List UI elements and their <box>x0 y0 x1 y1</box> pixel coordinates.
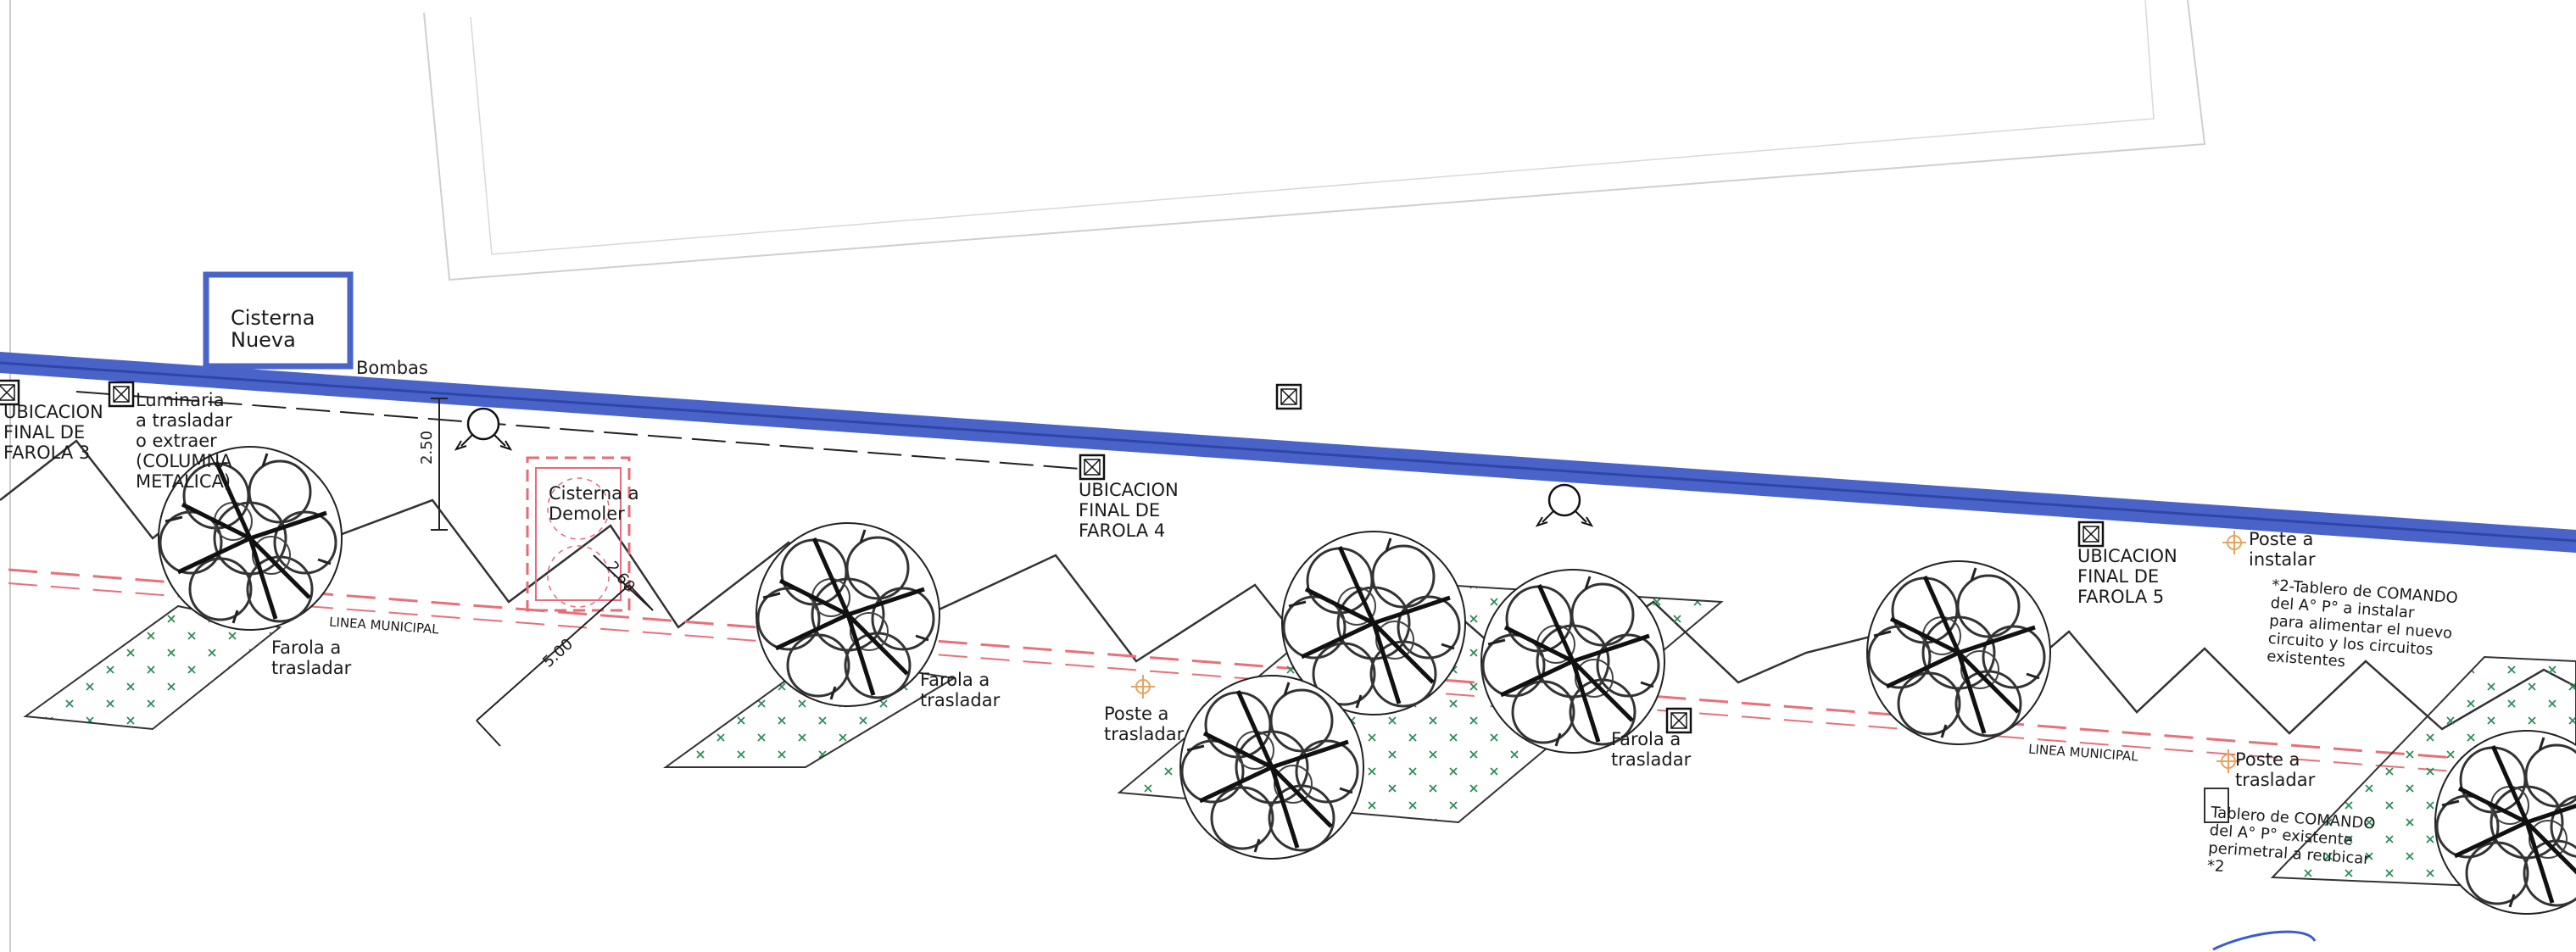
luminaire-label-line4: (COLUMNA <box>136 451 232 471</box>
pole-move-label-1-line1: Poste a <box>1104 704 1169 724</box>
farola4-label-line2: FINAL DE <box>1079 500 1161 521</box>
luminaire-label-line2: a trasladar <box>136 410 232 431</box>
farola4-label-line1: UBICACION <box>1079 480 1179 500</box>
farola-move-label-1: Farola a trasladar <box>271 637 351 678</box>
luminaire-label-line1: Luminaria <box>136 390 225 410</box>
new-tank-label-line2: Nueva <box>231 328 296 352</box>
luminaire-box-icon <box>2077 521 2105 548</box>
farola5-label: UBICACION FINAL DE FAROLA 5 <box>2077 546 2177 607</box>
pole-move-label-1-line2: trasladar <box>1104 724 1185 744</box>
luminaire-box-icon <box>1079 454 1106 481</box>
panel-new-note: *2-Tablero de COMANDO del A° P° a instal… <box>2267 576 2459 678</box>
farola-move-label-2-line2: trasladar <box>920 690 1001 710</box>
tree-icon <box>756 523 940 706</box>
luminaire-box-icon <box>0 379 20 406</box>
demolish-cistern-outline <box>526 456 631 612</box>
cistern-demolish-label-line1: Cisterna a <box>549 483 639 504</box>
pump-symbol-icon <box>1536 483 1593 527</box>
farola4-label-line3: FAROLA 4 <box>1079 521 1166 541</box>
farola3-label-line3: FAROLA 3 <box>3 443 91 463</box>
farola-move-label-1-line1: Farola a <box>271 637 342 658</box>
pole-install-label-line1: Poste a <box>2249 529 2314 549</box>
farola-move-label-2-line1: Farola a <box>920 670 990 690</box>
lamp-post-icon <box>1130 674 1156 699</box>
farola3-label-line2: FINAL DE <box>3 422 86 443</box>
new-tank-box <box>203 271 354 370</box>
new-tank-label: Cisterna Nueva <box>231 307 315 351</box>
pole-install-label: Poste a instalar <box>2249 529 2316 570</box>
luminaire-label: Luminaria a trasladar o extraer (COLUMNA… <box>136 390 232 492</box>
farola-move-label-1-line2: trasladar <box>271 658 352 678</box>
farola5-label-line1: UBICACION <box>2077 546 2177 566</box>
tree-icon <box>1481 570 1664 753</box>
pole-move-label-1: Poste a trasladar <box>1104 704 1184 744</box>
farola5-label-line3: FAROLA 5 <box>2077 587 2165 607</box>
lamp-post-icon <box>2222 530 2247 555</box>
farola5-label-line2: FINAL DE <box>2077 566 2160 587</box>
pole-install-label-line2: instalar <box>2249 549 2316 570</box>
pole-move-label-2: Poste a trasladar <box>2235 749 2315 790</box>
green-area-1 <box>23 604 282 731</box>
pumps-label: Bombas <box>356 358 428 378</box>
farola-move-label-3-line2: trasladar <box>1611 749 1692 770</box>
farola3-label-line1: UBICACION <box>3 402 103 422</box>
luminaire-label-line5: METALICA) <box>136 471 231 492</box>
tree-icon <box>1867 561 2050 744</box>
tree-icon <box>1180 676 1363 859</box>
dimension-2-50: 2.50 <box>418 430 436 465</box>
farola-move-label-3: Farola a trasladar <box>1611 729 1691 770</box>
farola-move-label-2: Farola a trasladar <box>920 670 1000 710</box>
new-tank-label-line1: Cisterna <box>231 306 315 330</box>
farola-move-label-3-line1: Farola a <box>1611 729 1681 749</box>
panel-existing-note: Tablero de COMANDO del A° P° existente p… <box>2206 804 2376 886</box>
farola3-label: UBICACION FINAL DE FAROLA 3 <box>3 402 103 463</box>
panel-existing-box <box>2204 788 2229 823</box>
cistern-demolish-label: Cisterna a Demoler <box>549 483 639 524</box>
cistern-demolish-label-line2: Demoler <box>549 504 625 524</box>
pole-move-label-2-line2: trasladar <box>2235 770 2316 790</box>
luminaire-box-icon <box>1275 383 1302 410</box>
luminaire-box-icon <box>108 381 135 408</box>
pump-symbol-icon <box>454 407 512 451</box>
farola4-label: UBICACION FINAL DE FAROLA 4 <box>1079 480 1179 541</box>
pole-move-label-2-line1: Poste a <box>2235 749 2300 770</box>
luminaire-label-line3: o extraer <box>136 431 217 451</box>
